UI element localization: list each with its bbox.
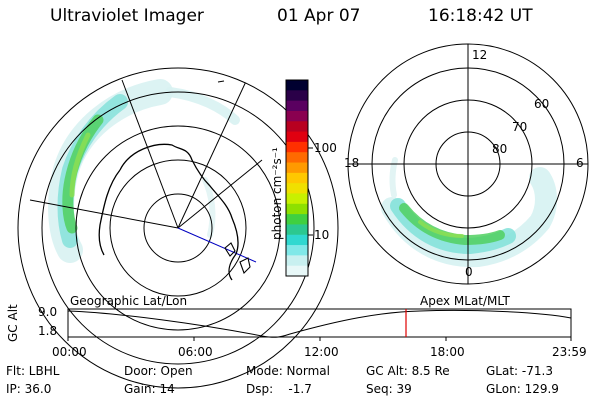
y-tick-9: 9.0 — [38, 305, 58, 319]
instrument-title: Ultraviolet Imager — [50, 6, 204, 26]
magnetic-polar-panel — [347, 43, 589, 285]
colorbar-cell — [286, 224, 308, 236]
apex-label: Apex MLat/MLT — [420, 294, 510, 308]
colorbar-cell — [286, 183, 308, 194]
colorbar-cell — [286, 255, 308, 267]
colorbar-cell — [286, 172, 308, 184]
colorbar-cell — [286, 245, 308, 256]
mlt-label-12: 12 — [472, 48, 488, 62]
colorbar-cell — [286, 265, 308, 277]
alt-axis-label: GC Alt — [6, 304, 20, 342]
colorbar-label-10: 10 — [314, 228, 330, 242]
glon-info: GLon: 129.9 — [486, 382, 559, 396]
x-tick-0600: 06:00 — [178, 345, 213, 359]
colorbar-cell — [286, 203, 308, 215]
coastline-continent — [119, 143, 239, 281]
dsp-info: Dsp: -1.7 — [246, 382, 312, 396]
seq-info: Seq: 39 — [366, 382, 412, 396]
colorbar-cell — [286, 162, 308, 174]
colorbar-cell — [286, 214, 308, 225]
colorbar — [285, 79, 313, 277]
ip-info: IP: 36.0 — [6, 382, 52, 396]
filter-info: Flt: LBHL — [6, 364, 60, 378]
glat-info: GLat: -71.3 — [486, 364, 553, 378]
colorbar-cell — [286, 121, 308, 133]
time-label: 16:18:42 UT — [428, 6, 533, 26]
colorbar-cell — [286, 90, 308, 102]
altitude-timeline — [67, 308, 572, 341]
colorbar-unit-label: photon cm⁻²s⁻¹ — [270, 147, 284, 240]
date-label: 01 Apr 07 — [277, 6, 361, 26]
colorbar-cell — [286, 100, 308, 112]
mlt-label-0: 0 — [465, 265, 473, 279]
gain-info: Gain: 14 — [124, 382, 175, 396]
colorbar-cell — [286, 131, 308, 143]
x-tick-1800: 18:00 — [430, 345, 465, 359]
lat-label-60: 60 — [534, 97, 550, 111]
y-tick-1-8: 1.8 — [38, 324, 58, 338]
mlt-label-6: 6 — [576, 156, 584, 170]
aurora-oval-right — [381, 167, 557, 268]
lat-label-80: 80 — [492, 142, 508, 156]
door-info: Door: Open — [124, 364, 193, 378]
x-tick-1200: 12:00 — [304, 345, 339, 359]
colorbar-cell — [286, 152, 308, 164]
colorbar-cell — [286, 234, 308, 246]
mlt-label-18: 18 — [344, 156, 360, 170]
x-tick-2359: 23:59 — [552, 345, 587, 359]
geographic-label: Geographic Lat/Lon — [70, 294, 188, 308]
altitude-curve — [67, 309, 572, 338]
colorbar-label-100: 100 — [314, 141, 337, 155]
x-tick-0000: 00:00 — [52, 345, 87, 359]
lat-label-70: 70 — [512, 120, 528, 134]
colorbar-cell — [286, 141, 308, 153]
colorbar-cell — [286, 193, 308, 205]
colorbar-cell — [286, 110, 308, 122]
mode-info: Mode: Normal — [246, 364, 330, 378]
gc-alt-info: GC Alt: 8.5 Re — [366, 364, 450, 378]
geographic-map-panel — [17, 67, 339, 389]
colorbar-cell — [286, 80, 308, 91]
